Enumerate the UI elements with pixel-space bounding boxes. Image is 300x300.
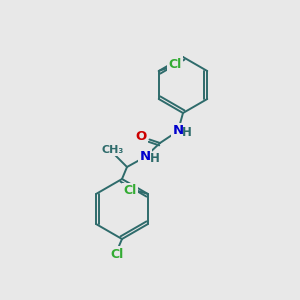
Text: N: N [172,124,184,137]
Text: CH₃: CH₃ [102,145,124,155]
Text: Cl: Cl [123,184,136,197]
Text: H: H [150,152,160,164]
Text: N: N [140,151,151,164]
Text: Cl: Cl [110,248,124,260]
Text: H: H [182,125,192,139]
Text: O: O [135,130,147,142]
Text: Cl: Cl [168,58,182,70]
